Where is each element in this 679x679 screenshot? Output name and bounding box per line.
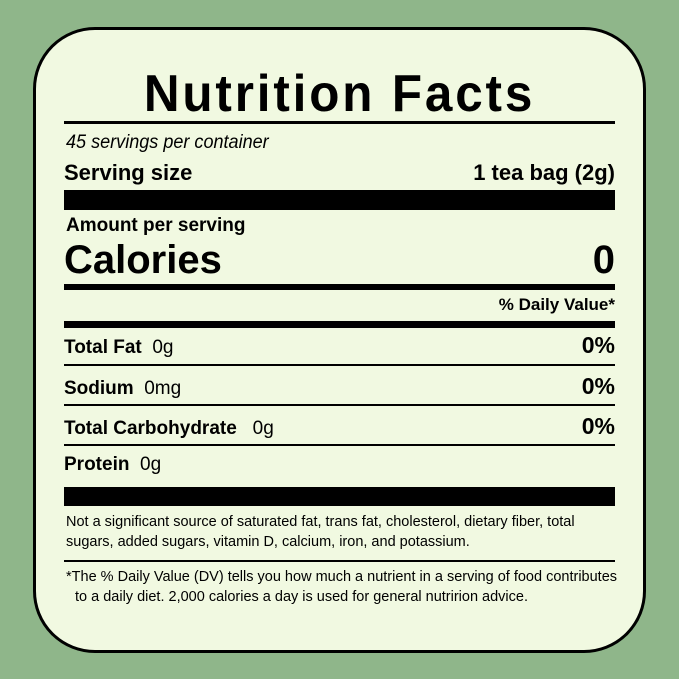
divider [64, 364, 615, 366]
not-significant-note: Not a significant source of saturated fa… [66, 514, 575, 550]
divider [64, 404, 615, 406]
nutrient-amount: 0g [252, 418, 274, 439]
serving-size-row: Serving size 1 tea bag (2g) [64, 160, 615, 186]
nutrient-amount: 0g [152, 337, 174, 358]
calories-row: Calories 0 [64, 238, 615, 283]
nutrient-row: Total Carbohydrate 0g 0% [64, 413, 615, 440]
amount-per-serving: Amount per serving [66, 215, 246, 236]
divider [64, 444, 615, 446]
divider [64, 321, 615, 328]
nutrient-name: Total Carbohydrate [64, 418, 237, 439]
nutrient-amount: 0mg [144, 378, 182, 399]
servings-per-container: 45 servings per container [66, 132, 269, 153]
thick-divider [64, 487, 615, 506]
nutrient-dv: 0% [581, 413, 615, 439]
divider [64, 284, 615, 290]
nutrient-amount: 0g [140, 454, 162, 475]
page-title: Nutrition Facts [143, 65, 536, 123]
divider [64, 121, 615, 124]
calories-label: Calories [64, 238, 222, 282]
nutrient-row: Protein 0g [64, 454, 615, 476]
nutrient-dv: 0% [581, 332, 615, 358]
thick-divider [64, 190, 615, 210]
serving-size-label: Serving size [64, 160, 193, 185]
calories-value: 0 [592, 238, 615, 282]
daily-value-header-row: % Daily Value* [64, 295, 615, 315]
divider [64, 560, 615, 562]
nutrient-name: Protein [64, 454, 130, 475]
nutrient-dv: 0% [581, 373, 615, 399]
nutrition-label [33, 27, 646, 653]
serving-size-value: 1 tea bag (2g) [473, 160, 615, 185]
nutrient-name: Total Fat [64, 337, 142, 358]
daily-value-header: % Daily Value* [498, 295, 615, 314]
footnote: *The % Daily Value (DV) tells you how mu… [66, 567, 622, 607]
nutrient-row: Total Fat 0g 0% [64, 332, 615, 359]
nutrient-name: Sodium [64, 378, 134, 399]
footnote-text: The % Daily Value (DV) tells you how muc… [71, 569, 618, 605]
nutrient-row: Sodium 0mg 0% [64, 373, 615, 400]
footnote-mark: * [66, 569, 72, 585]
